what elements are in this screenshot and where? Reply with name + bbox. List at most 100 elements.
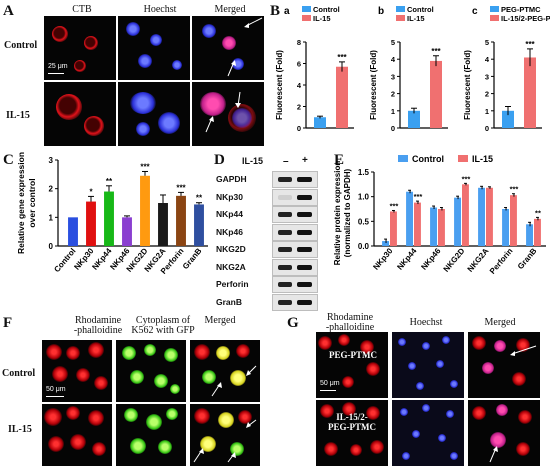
panel-b-b-legend-label-1: IL-15 xyxy=(407,14,425,23)
panel-d-band-label: NKp30 xyxy=(216,191,243,202)
panel-c-sig-NKp44: ** xyxy=(106,177,113,186)
panel-d-row-nkg2d: NKG2D xyxy=(216,240,318,258)
panel-b-a-ytick-label: 0 xyxy=(297,124,301,133)
panel-e-bar-Control-NKG2D xyxy=(454,197,461,246)
panel-e-sig-NKG2D: *** xyxy=(462,174,471,183)
panel-b-b-ytick-label: 5 xyxy=(391,38,395,47)
panel-c-bar-NKp44 xyxy=(104,191,114,246)
panel-e-bar-IL-15-NKp46 xyxy=(438,209,445,246)
panel-d-band-il15 xyxy=(297,177,312,182)
panel-d-band-il15 xyxy=(297,247,312,252)
panel-b-c-ytick-label: 2 xyxy=(485,90,489,99)
panel-a-ctb-il15-image xyxy=(44,82,116,146)
panel-c-bar-NKG2A xyxy=(158,203,168,246)
panel-c-bar-NKp30 xyxy=(86,201,96,246)
panel-g-hoechst-peg-image xyxy=(392,332,464,398)
panel-c-sig-GranB: ** xyxy=(196,194,203,203)
panel-e-xtick-NKG2A: NKG2A xyxy=(466,246,491,273)
panel-f-scale-bar: 50 μm xyxy=(46,386,66,393)
panel-b-b-ytick-label: 0 xyxy=(391,124,395,133)
panel-e-bar-Control-GranB xyxy=(526,224,533,246)
panel-a-ctb-control-image: 25 μm xyxy=(44,16,116,80)
panel-e-label: E xyxy=(334,152,345,168)
panel-b-b-bar-1 xyxy=(430,60,442,128)
panel-c-ytick-label: 2 xyxy=(49,185,54,194)
panel-e-xtick-Perforin: Perforin xyxy=(488,246,515,275)
panel-b-b-ytick-label: 2 xyxy=(391,90,395,99)
panel-d-band-control xyxy=(278,212,292,217)
panel-b-a-legend-label-1: IL-15 xyxy=(313,14,331,23)
panel-b-label: B xyxy=(270,3,281,19)
panel-g-merged-il15-image xyxy=(468,400,540,466)
panel-e-bar-IL-15-NKp44 xyxy=(414,202,421,246)
panel-b-b-ytick-label: 3 xyxy=(391,72,395,81)
panel-e-ytick-label: 1.5 xyxy=(358,168,370,177)
panel-e-sig-NKp44: *** xyxy=(414,192,423,201)
panel-e-ytick-label: 0.0 xyxy=(358,242,370,251)
panel-d-band-il15 xyxy=(297,229,312,235)
panel-e-bar-IL-15-NKG2D xyxy=(462,184,469,246)
panel-d-header: IL-15 xyxy=(242,156,264,166)
panel-d-western-blot: IL-15 – + GAPDH NKp30 NKp44 NKp46 NKG2D NKG2A… xyxy=(216,155,318,311)
panel-g-rhodamine-peg-image: 50 μm xyxy=(316,332,388,398)
panel-e-bar-Control-NKp46 xyxy=(430,207,437,246)
panel-c-label: C xyxy=(3,152,14,168)
panel-f-merged-control-image xyxy=(190,340,260,402)
panel-d-band-control xyxy=(278,177,292,182)
panel-d-label: D xyxy=(214,152,225,168)
panel-b-a-bar-1 xyxy=(336,66,348,128)
panel-d-band-control xyxy=(278,264,292,270)
panel-b-sub-label-c: c xyxy=(472,6,478,17)
panel-f-col-merged: Merged xyxy=(204,315,236,326)
panel-b-b-legend-swatch-0 xyxy=(396,6,405,12)
panel-b-b-ytick-label: 1 xyxy=(391,107,395,116)
panel-e-xtick-NKp46: NKp46 xyxy=(419,246,443,272)
panel-e-bar-Control-Perforin xyxy=(502,209,509,246)
panel-c-bar-NKp46 xyxy=(122,217,132,246)
panel-b-c-legend-swatch-0 xyxy=(490,6,499,12)
panel-g-col-hoechst: Hoechst xyxy=(409,317,443,328)
panel-d-band-control xyxy=(278,194,292,200)
panel-b-c-bar-0 xyxy=(502,110,514,128)
panel-b-c-legend-label-0: PEG-PTMC xyxy=(501,5,541,14)
panel-d-plus: + xyxy=(302,155,308,166)
panel-c-sig-Perforin: *** xyxy=(176,183,186,192)
panel-e-bar-IL-15-NKp30 xyxy=(390,211,397,246)
panel-b-a-legend-label-0: Control xyxy=(313,5,340,14)
panel-b-a-ytick-label: 4 xyxy=(297,81,302,90)
panel-b-sub-label-a: a xyxy=(284,6,290,17)
panel-b-b-legend-label-0: Control xyxy=(407,5,434,14)
panel-e-legend-swatch-0 xyxy=(398,155,408,162)
panel-b-c-ytick-label: 0 xyxy=(485,124,489,133)
panel-d-band-label: NKp46 xyxy=(216,226,243,237)
panel-c-bar-Control xyxy=(68,217,78,246)
panel-c-bar-Perforin xyxy=(176,195,186,246)
panel-f-merged-il15-image xyxy=(190,404,260,466)
panel-c-ytick-label: 3 xyxy=(49,156,54,165)
panel-d-blot-strip xyxy=(272,188,318,206)
panel-c-ylabel-line: Relative gene expression xyxy=(16,152,26,254)
panel-b-a-bar-0 xyxy=(314,117,326,128)
panel-g-label: G xyxy=(287,315,299,331)
panel-d-band-control xyxy=(278,247,292,252)
panel-c-bar-GranB xyxy=(194,204,204,246)
panel-f-rhodamine-control-image: 50 μm xyxy=(42,340,112,402)
panel-g-scale-bar: 50 μm xyxy=(320,380,340,387)
panel-e-bar-Control-NKG2A xyxy=(478,187,485,246)
panel-c-ytick-label: 1 xyxy=(49,213,54,222)
panel-a-col-hoechst: Hoechst xyxy=(143,4,177,15)
panel-d-band-label: NKG2D xyxy=(216,244,246,254)
panel-a-scale-bar: 25 μm xyxy=(48,63,68,70)
panel-d-band-il15 xyxy=(297,299,312,305)
panel-d-row-nkp44: NKp44 xyxy=(216,205,318,223)
panel-e-xtick-NKG2D: NKG2D xyxy=(442,246,467,273)
panel-b-a-legend-swatch-1 xyxy=(302,15,311,21)
panel-e-bar-Control-NKp44 xyxy=(406,191,413,246)
panel-b-a-ylabel: Fluorescent (Fold) xyxy=(275,50,284,120)
panel-d-band-label: GranB xyxy=(216,296,242,307)
panel-b-b-ytick-label: 4 xyxy=(391,55,396,64)
panel-g-merged-peg-image xyxy=(468,332,540,398)
panel-g-rhodamine-il15-image xyxy=(316,400,388,466)
panel-c-chart: 0 1 2 3 Relative gene expression over control… xyxy=(16,152,208,276)
